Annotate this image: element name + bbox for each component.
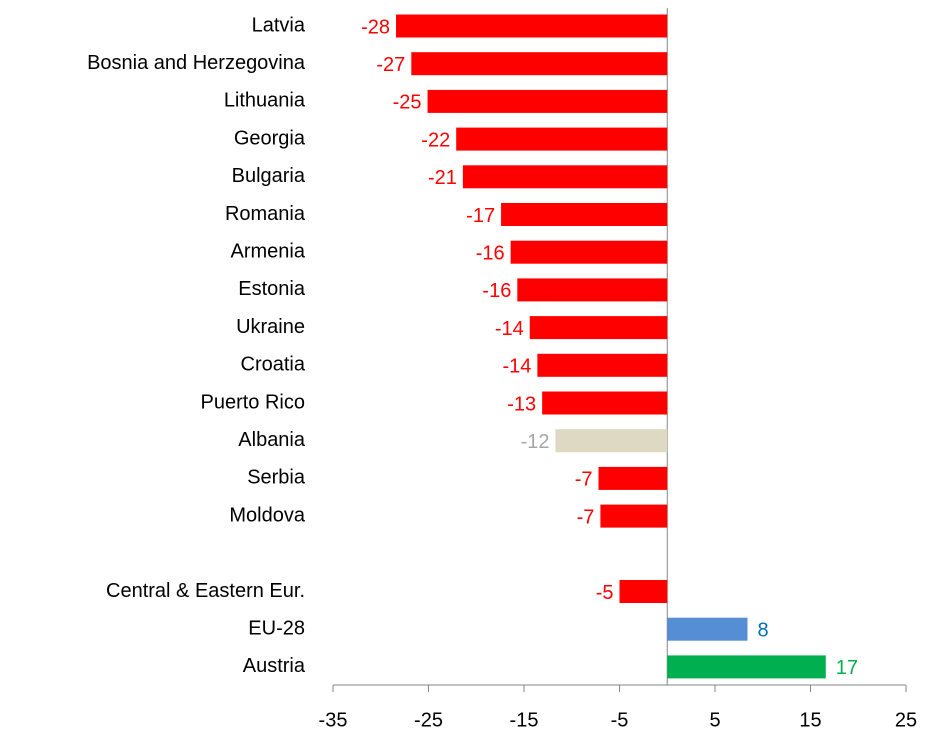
category-label: Puerto Rico bbox=[201, 391, 306, 413]
category-label: Croatia bbox=[241, 354, 306, 376]
category-label: Armenia bbox=[231, 240, 306, 262]
value-label: -5 bbox=[596, 582, 614, 604]
bar bbox=[529, 316, 668, 340]
category-label: EU-28 bbox=[248, 617, 305, 639]
value-label: -27 bbox=[376, 54, 405, 76]
value-label: -13 bbox=[507, 393, 536, 415]
category-label: Austria bbox=[243, 655, 306, 677]
bar bbox=[537, 353, 668, 377]
bar bbox=[667, 617, 748, 641]
category-label: Serbia bbox=[247, 467, 306, 489]
category-label: Ukraine bbox=[236, 316, 305, 338]
category-label: Georgia bbox=[234, 127, 306, 149]
value-label: -14 bbox=[495, 318, 524, 340]
bar bbox=[510, 240, 668, 264]
bar bbox=[462, 165, 668, 189]
category-label: Moldova bbox=[229, 504, 305, 526]
x-tick-label: -5 bbox=[611, 709, 629, 731]
value-label: -7 bbox=[575, 469, 593, 491]
x-tick-label: 5 bbox=[709, 709, 720, 731]
bar bbox=[619, 580, 668, 603]
bar bbox=[427, 89, 668, 113]
bar bbox=[555, 429, 668, 453]
value-label: -17 bbox=[466, 205, 495, 227]
category-label: Romania bbox=[225, 203, 306, 225]
value-label: -22 bbox=[421, 129, 450, 151]
bar bbox=[600, 504, 668, 528]
bar bbox=[501, 203, 668, 226]
value-label: -25 bbox=[393, 92, 422, 114]
value-label: -7 bbox=[577, 506, 595, 528]
value-label: -16 bbox=[476, 242, 505, 264]
value-label: -16 bbox=[482, 280, 511, 302]
bar bbox=[456, 127, 668, 151]
category-label: Bosnia and Herzegovina bbox=[87, 52, 306, 74]
x-tick-label: 25 bbox=[895, 709, 917, 731]
bar bbox=[542, 391, 668, 415]
value-label: -21 bbox=[428, 167, 457, 189]
category-label: Central & Eastern Eur. bbox=[106, 580, 305, 602]
category-label: Bulgaria bbox=[232, 165, 306, 187]
x-tick-label: -35 bbox=[319, 709, 348, 731]
value-label: 8 bbox=[757, 619, 768, 641]
value-label: -28 bbox=[361, 16, 390, 38]
category-label: Latvia bbox=[252, 14, 306, 36]
value-label: -14 bbox=[502, 356, 531, 378]
bar bbox=[667, 655, 826, 679]
category-label: Albania bbox=[238, 429, 306, 451]
value-label: -12 bbox=[521, 431, 550, 453]
category-label: Lithuania bbox=[224, 90, 306, 112]
bar bbox=[396, 14, 668, 38]
value-label: 17 bbox=[836, 657, 858, 679]
category-label: Estonia bbox=[238, 278, 306, 300]
bar bbox=[517, 278, 668, 302]
bar bbox=[411, 52, 668, 76]
x-tick-label: 15 bbox=[799, 709, 821, 731]
x-tick-label: -15 bbox=[510, 709, 539, 731]
x-tick-label: -25 bbox=[414, 709, 443, 731]
bar bbox=[598, 466, 668, 490]
